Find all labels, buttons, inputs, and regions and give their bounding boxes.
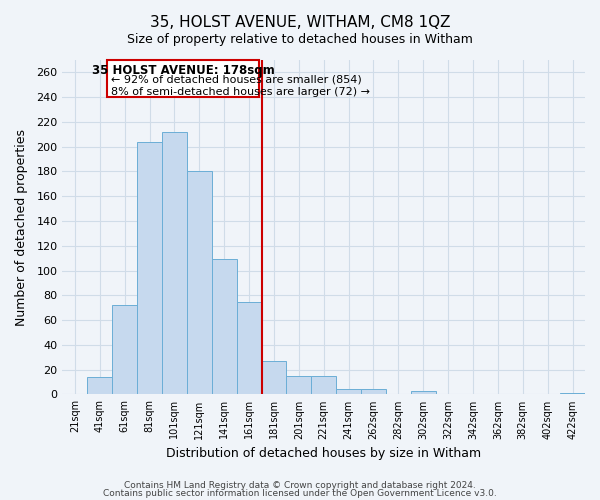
Text: 35, HOLST AVENUE, WITHAM, CM8 1QZ: 35, HOLST AVENUE, WITHAM, CM8 1QZ [150,15,450,30]
Bar [112,305,137,394]
Bar [560,393,585,394]
Bar [311,376,336,394]
Bar [361,390,386,394]
Text: 35 HOLST AVENUE: 178sqm: 35 HOLST AVENUE: 178sqm [92,64,275,76]
Text: Contains public sector information licensed under the Open Government Licence v3: Contains public sector information licen… [103,489,497,498]
Bar [187,172,212,394]
X-axis label: Distribution of detached houses by size in Witham: Distribution of detached houses by size … [166,447,481,460]
Bar [336,390,361,394]
FancyBboxPatch shape [107,60,259,97]
Text: 8% of semi-detached houses are larger (72) →: 8% of semi-detached houses are larger (7… [111,87,370,97]
Bar [212,260,236,394]
Bar [137,142,162,394]
Bar [162,132,187,394]
Y-axis label: Number of detached properties: Number of detached properties [15,128,28,326]
Bar [286,376,311,394]
Bar [236,302,262,394]
Bar [411,390,436,394]
Bar [262,361,286,394]
Text: ← 92% of detached houses are smaller (854): ← 92% of detached houses are smaller (85… [111,75,362,85]
Bar [88,377,112,394]
Text: Contains HM Land Registry data © Crown copyright and database right 2024.: Contains HM Land Registry data © Crown c… [124,480,476,490]
Text: Size of property relative to detached houses in Witham: Size of property relative to detached ho… [127,32,473,46]
